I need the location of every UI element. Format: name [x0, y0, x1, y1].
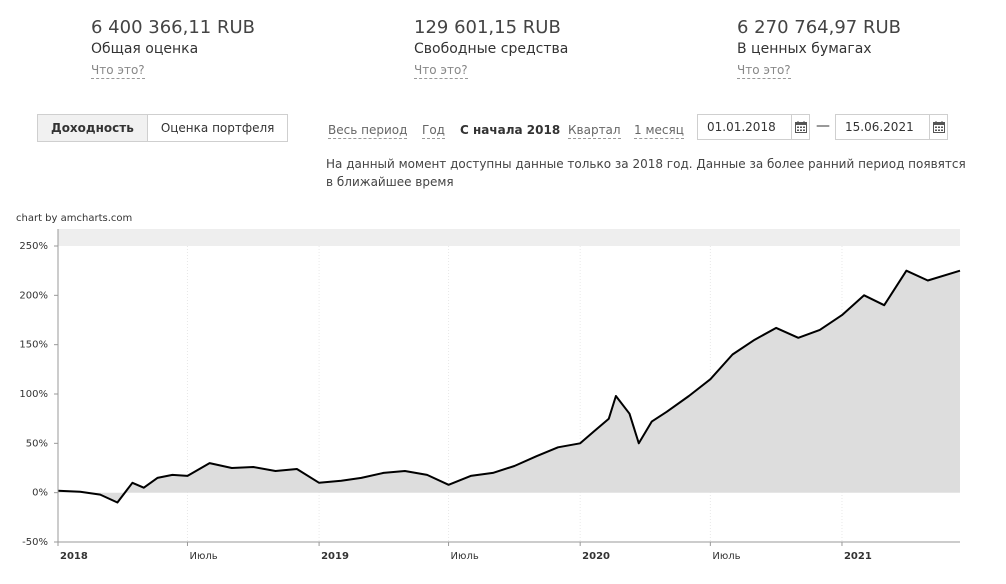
x-tick-label: 2021: [844, 551, 872, 562]
yield-chart[interactable]: 250% 200% 150% 100% 50% 0% -50% 2018 Июль 2019 Ию…: [0, 226, 1006, 584]
y-tick-label: 250%: [19, 241, 48, 252]
summary-free-cash: 129 601,15 RUB Свободные средства Что эт…: [414, 16, 568, 79]
calendar-to-button[interactable]: [929, 115, 947, 139]
total-label: Общая оценка: [91, 41, 199, 57]
x-tick-label: Июль: [712, 551, 740, 562]
y-tick-label: -50%: [22, 537, 48, 548]
free-cash-help-link[interactable]: Что это?: [414, 63, 468, 79]
calendar-icon: [932, 121, 945, 133]
y-tick-label: 50%: [26, 438, 48, 449]
total-help-link[interactable]: Что это?: [91, 63, 145, 79]
yield-line: [57, 269, 961, 504]
securities-label: В ценных бумагах: [737, 41, 872, 57]
view-toggle: Доходность Оценка портфеля: [37, 114, 289, 142]
summary-total: 6 400 366,11 RUB Общая оценка Что это?: [91, 16, 255, 79]
plot-top-band: [58, 229, 960, 246]
period-quarter-link[interactable]: Квартал: [568, 123, 621, 139]
period-all-link[interactable]: Весь период: [328, 123, 408, 139]
calendar-icon: [794, 121, 807, 133]
date-from-picker: [697, 114, 810, 140]
securities-help-link[interactable]: Что это?: [737, 63, 791, 79]
total-value: 6 400 366,11 RUB: [91, 17, 255, 38]
x-tick-label: 2020: [582, 551, 610, 562]
valuation-tab[interactable]: Оценка портфеля: [147, 115, 288, 141]
y-tick-label: 100%: [19, 389, 48, 400]
x-tick-label: 2019: [321, 551, 349, 562]
date-to-input[interactable]: [836, 115, 929, 139]
date-to-picker: [835, 114, 948, 140]
yield-tab[interactable]: Доходность: [38, 115, 148, 141]
x-tick-label: 2018: [60, 551, 88, 562]
securities-value: 6 270 764,97 RUB: [737, 17, 901, 38]
period-year-link[interactable]: Год: [422, 123, 445, 139]
free-cash-value: 129 601,15 RUB: [414, 17, 561, 38]
x-tick-label: Июль: [451, 551, 479, 562]
y-tick-label: 150%: [19, 340, 48, 351]
y-tick-label: 200%: [19, 290, 48, 301]
period-ytd-link[interactable]: С начала 2018: [460, 123, 561, 137]
y-tick-label: 0%: [32, 488, 48, 499]
free-cash-label: Свободные средства: [414, 41, 569, 57]
data-availability-notice: На данный момент доступны данные только …: [326, 157, 966, 189]
yield-area: [58, 270, 960, 503]
date-from-input[interactable]: [698, 115, 791, 139]
period-month-link[interactable]: 1 месяц: [634, 123, 684, 139]
chart-credit-link[interactable]: chart by amcharts.com: [16, 213, 133, 224]
date-separator: —: [816, 118, 830, 134]
x-tick-label: Июль: [189, 551, 217, 562]
summary-securities: 6 270 764,97 RUB В ценных бумагах Что эт…: [737, 16, 901, 79]
calendar-from-button[interactable]: [791, 115, 809, 139]
